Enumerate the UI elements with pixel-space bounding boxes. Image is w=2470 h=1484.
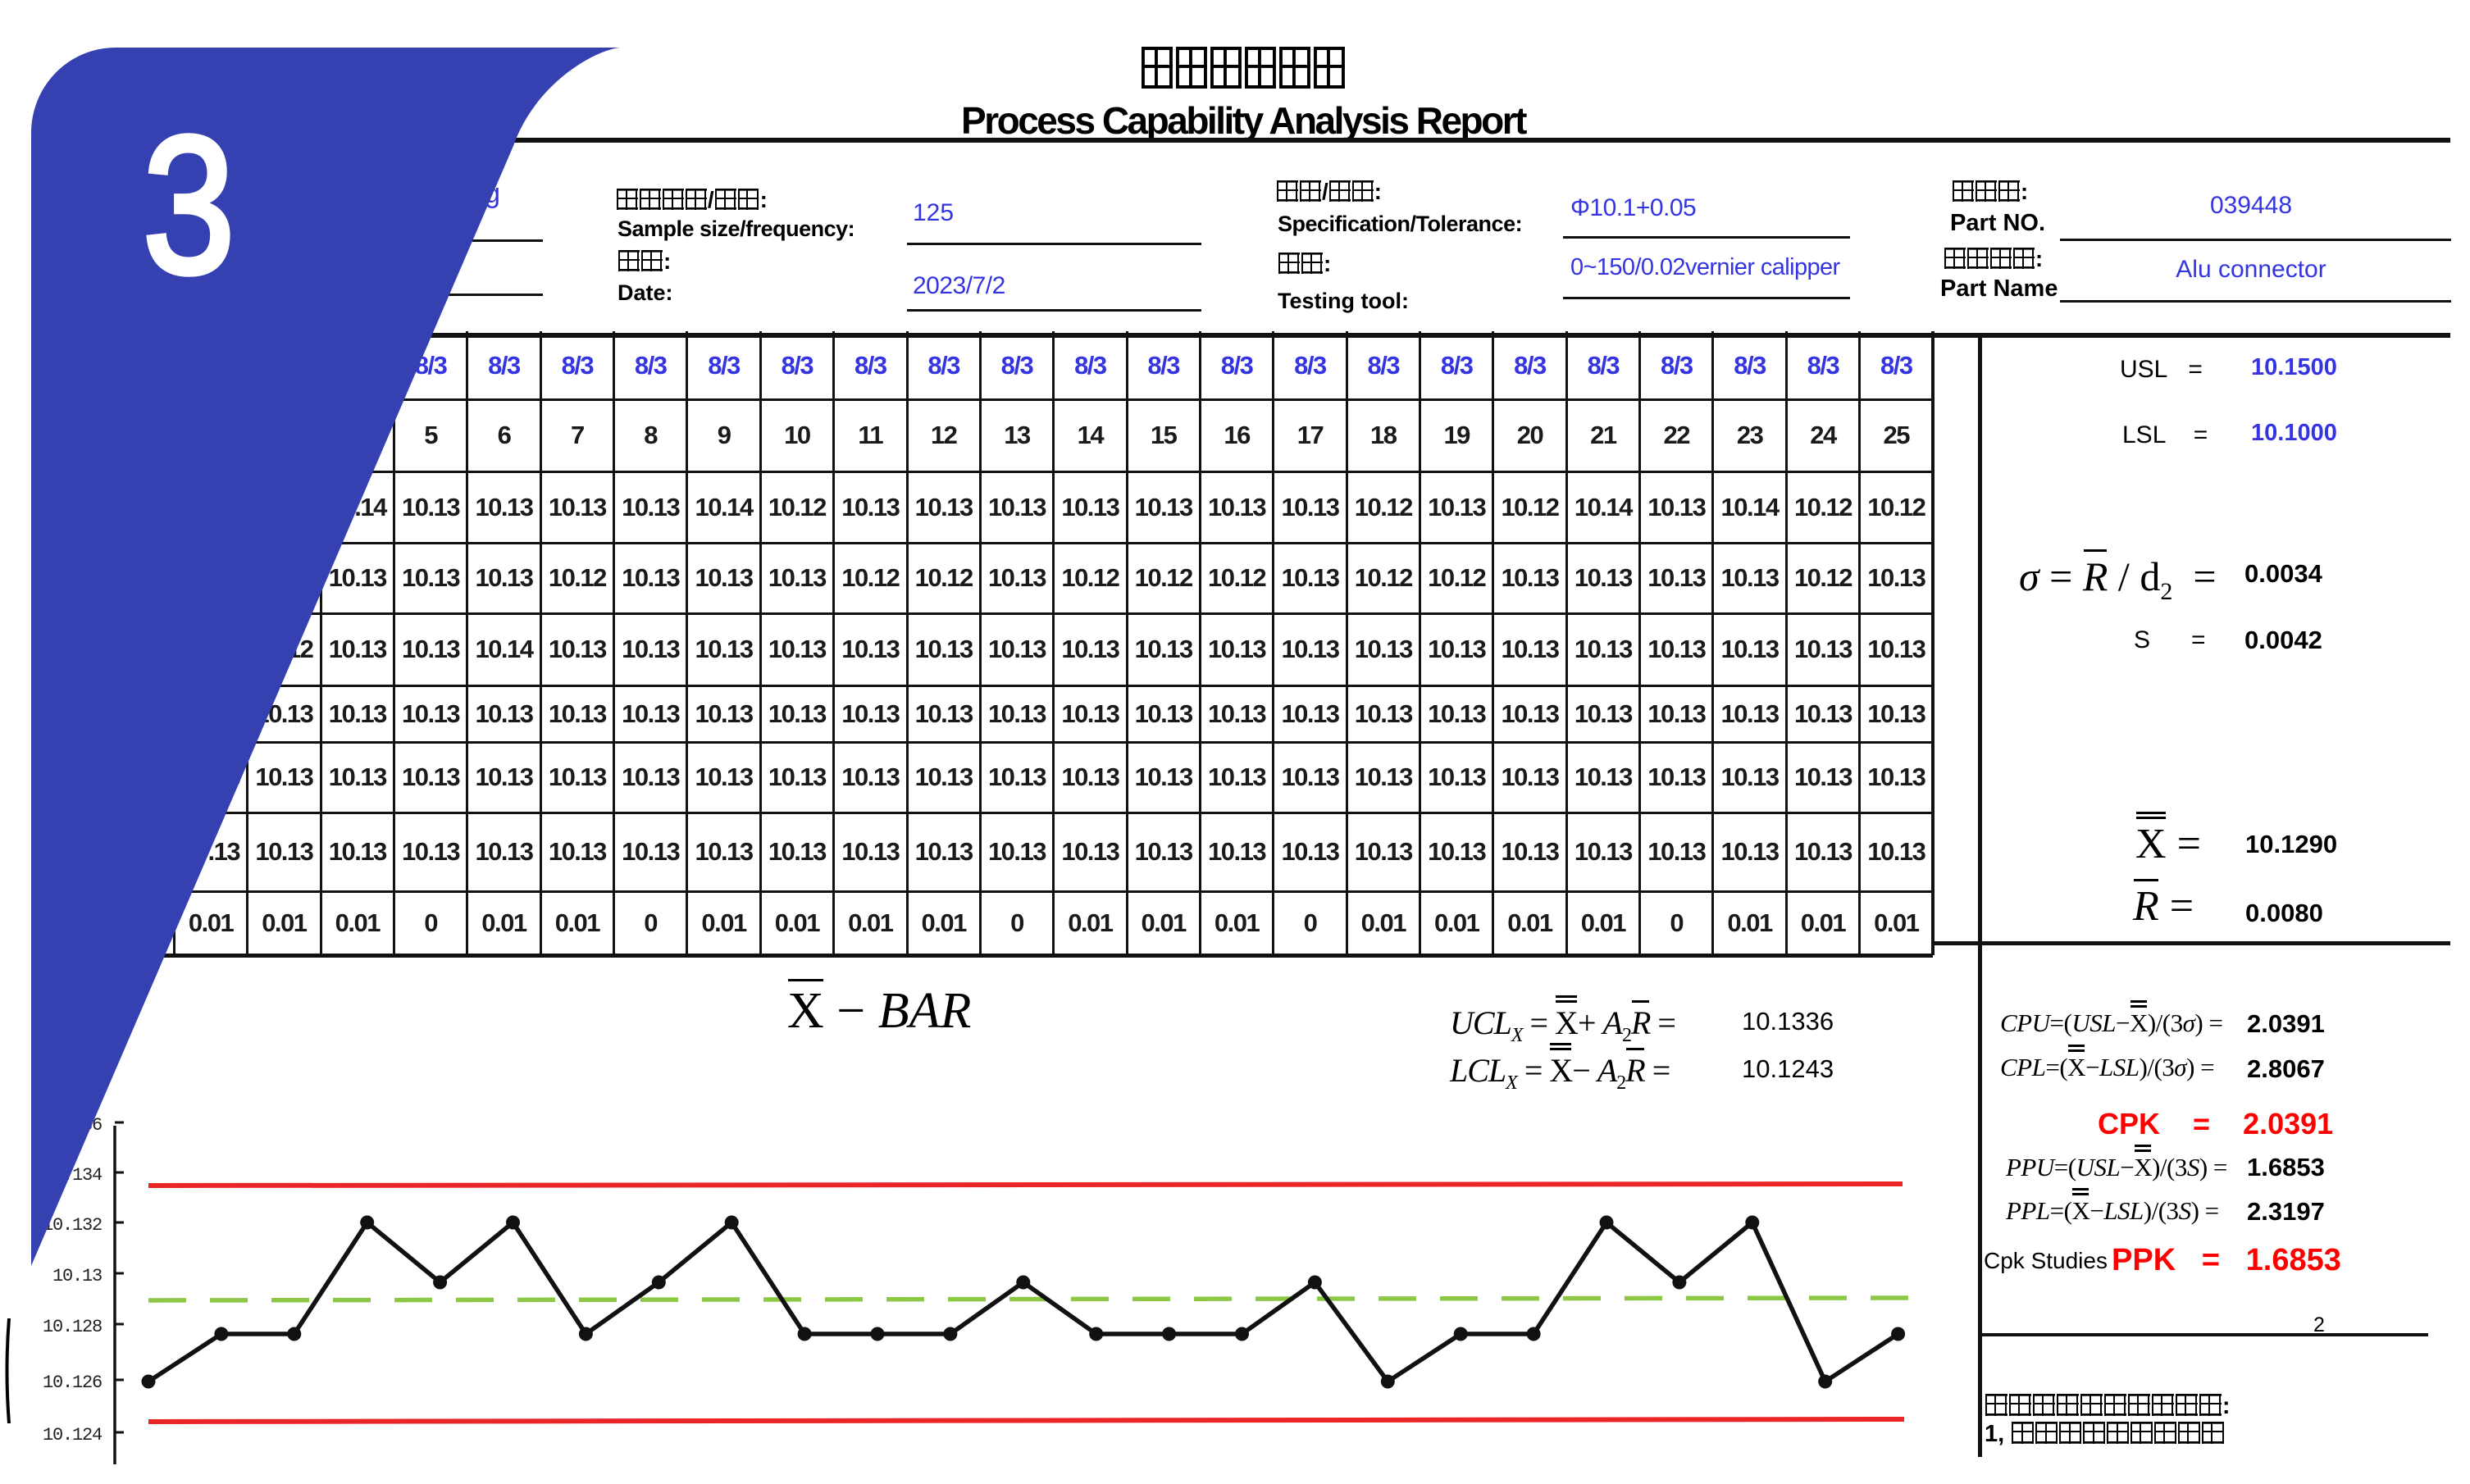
svg-text:3: 3 — [143, 95, 235, 313]
svg-text:10.13: 10.13 — [52, 1266, 102, 1286]
svg-text:10.128: 10.128 — [43, 1317, 102, 1337]
svg-text:10.124: 10.124 — [43, 1425, 103, 1445]
svg-text:10.132: 10.132 — [43, 1215, 102, 1236]
svg-text:10.126: 10.126 — [43, 1372, 102, 1393]
